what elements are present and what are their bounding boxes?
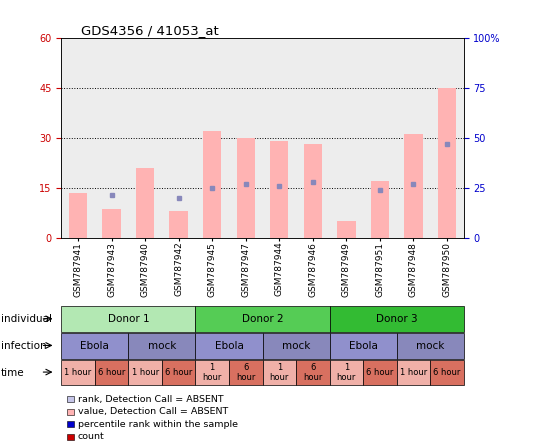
- Text: Donor 2: Donor 2: [241, 314, 284, 324]
- Bar: [136, 168, 155, 238]
- Bar: [69, 193, 87, 238]
- Bar: [404, 135, 423, 238]
- Text: 6 hour: 6 hour: [165, 368, 192, 377]
- Bar: [270, 141, 288, 238]
- Text: Ebola: Ebola: [214, 341, 244, 351]
- Text: mock: mock: [148, 341, 176, 351]
- Text: 1
hour: 1 hour: [337, 363, 356, 382]
- Text: percentile rank within the sample: percentile rank within the sample: [78, 420, 238, 429]
- Text: 6 hour: 6 hour: [433, 368, 461, 377]
- Text: infection: infection: [1, 341, 46, 351]
- Bar: [128, 38, 162, 238]
- Text: 1
hour: 1 hour: [203, 363, 222, 382]
- Bar: [262, 38, 296, 238]
- Text: 1
hour: 1 hour: [270, 363, 289, 382]
- Bar: [95, 38, 128, 238]
- Bar: [438, 88, 456, 238]
- Text: mock: mock: [282, 341, 310, 351]
- Bar: [430, 38, 464, 238]
- Bar: [162, 38, 196, 238]
- Text: 6
hour: 6 hour: [303, 363, 322, 382]
- Text: Ebola: Ebola: [80, 341, 109, 351]
- Text: GDS4356 / 41053_at: GDS4356 / 41053_at: [82, 24, 219, 36]
- Text: 6 hour: 6 hour: [366, 368, 393, 377]
- Text: individual: individual: [1, 314, 52, 324]
- Bar: [304, 144, 322, 238]
- Bar: [370, 181, 389, 238]
- Bar: [196, 38, 229, 238]
- Bar: [296, 38, 329, 238]
- Text: Donor 3: Donor 3: [376, 314, 417, 324]
- Text: time: time: [1, 368, 24, 377]
- Text: mock: mock: [416, 341, 445, 351]
- Text: rank, Detection Call = ABSENT: rank, Detection Call = ABSENT: [78, 395, 223, 404]
- Bar: [329, 38, 363, 238]
- Text: 1 hour: 1 hour: [64, 368, 92, 377]
- Bar: [102, 209, 121, 238]
- Bar: [397, 38, 430, 238]
- Bar: [203, 131, 221, 238]
- Text: Donor 1: Donor 1: [108, 314, 149, 324]
- Text: value, Detection Call = ABSENT: value, Detection Call = ABSENT: [78, 407, 228, 416]
- Bar: [169, 211, 188, 238]
- Text: count: count: [78, 432, 104, 441]
- Text: 6
hour: 6 hour: [236, 363, 255, 382]
- Bar: [61, 38, 95, 238]
- Bar: [229, 38, 262, 238]
- Bar: [337, 221, 356, 238]
- Bar: [363, 38, 397, 238]
- Text: 1 hour: 1 hour: [400, 368, 427, 377]
- Bar: [237, 138, 255, 238]
- Text: 1 hour: 1 hour: [132, 368, 159, 377]
- Text: Ebola: Ebola: [349, 341, 377, 351]
- Text: 6 hour: 6 hour: [98, 368, 125, 377]
